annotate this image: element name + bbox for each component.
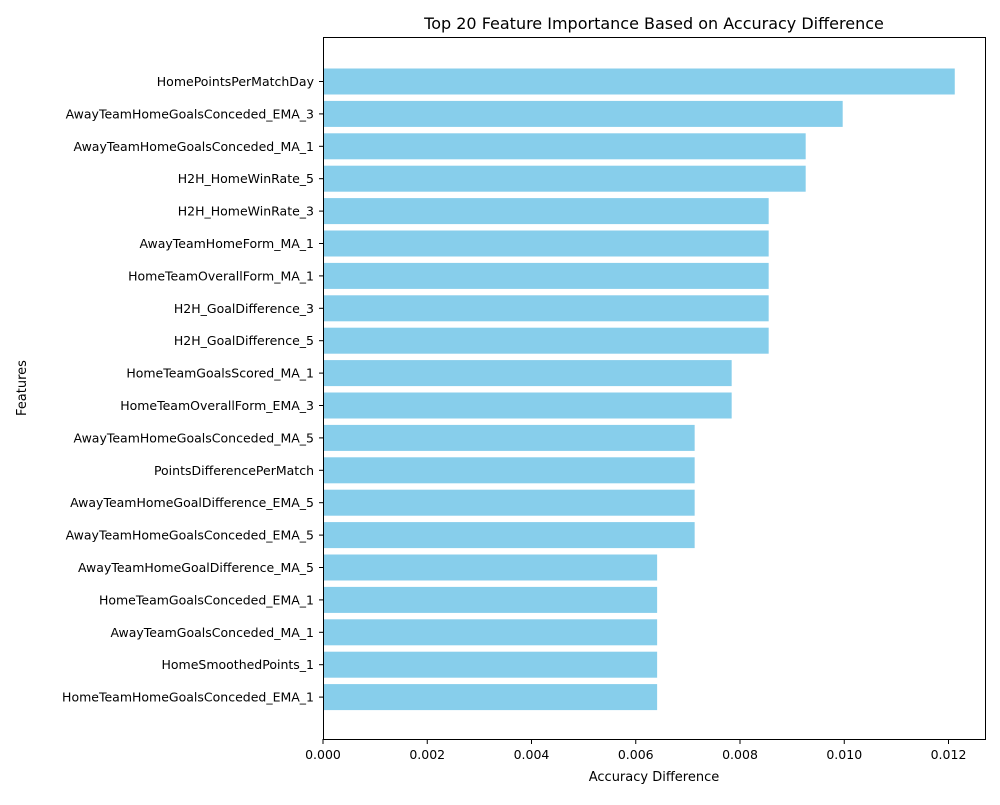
bar bbox=[323, 295, 769, 322]
bar bbox=[323, 198, 769, 225]
bar bbox=[323, 100, 843, 127]
bar bbox=[323, 327, 769, 354]
bar bbox=[323, 262, 769, 289]
bar bbox=[323, 392, 732, 419]
y-axis-label: Features bbox=[15, 360, 30, 416]
y-tick-label: H2H_HomeWinRate_3 bbox=[178, 204, 314, 219]
y-tick-label: HomeTeamHomeGoalsConceded_EMA_1 bbox=[62, 690, 314, 705]
x-tick-label: 0.010 bbox=[826, 747, 862, 762]
y-tick-label: AwayTeamHomeGoalsConceded_MA_1 bbox=[74, 139, 314, 154]
bar bbox=[323, 424, 695, 451]
y-tick-label: AwayTeamHomeGoalsConceded_EMA_3 bbox=[66, 106, 314, 121]
y-tick-label: HomeTeamGoalsScored_MA_1 bbox=[126, 366, 314, 381]
x-tick-label: 0.002 bbox=[409, 747, 445, 762]
y-tick-label: AwayTeamHomeGoalsConceded_MA_5 bbox=[74, 430, 314, 445]
y-tick-label: HomeTeamGoalsConceded_EMA_1 bbox=[99, 592, 314, 607]
y-tick-label: H2H_HomeWinRate_5 bbox=[178, 171, 314, 186]
bar bbox=[323, 360, 732, 387]
x-tick-label: 0.008 bbox=[722, 747, 758, 762]
y-tick-label: HomeSmoothedPoints_1 bbox=[161, 657, 314, 672]
bars-group bbox=[323, 68, 955, 711]
y-tick-label: HomeTeamOverallForm_MA_1 bbox=[128, 268, 314, 283]
y-tick-label: AwayTeamHomeGoalDifference_EMA_5 bbox=[70, 495, 314, 510]
bar bbox=[323, 619, 658, 646]
x-tick-label: 0.012 bbox=[931, 747, 967, 762]
y-tick-label: H2H_GoalDifference_3 bbox=[174, 301, 314, 316]
x-axis-label: Accuracy Difference bbox=[589, 770, 720, 785]
bar bbox=[323, 457, 695, 484]
plot-frame bbox=[323, 37, 986, 740]
x-tick-label: 0.000 bbox=[305, 747, 341, 762]
y-tick-label: AwayTeamHomeForm_MA_1 bbox=[139, 236, 314, 251]
bar bbox=[323, 489, 695, 516]
chart-title: Top 20 Feature Importance Based on Accur… bbox=[423, 14, 884, 33]
y-tick-label: HomeTeamOverallForm_EMA_3 bbox=[120, 398, 314, 413]
y-tick-label: AwayTeamHomeGoalDifference_MA_5 bbox=[78, 560, 314, 575]
y-tick-label: PointsDifferencePerMatch bbox=[154, 463, 314, 478]
bar bbox=[323, 165, 806, 192]
bar bbox=[323, 651, 658, 678]
y-tick-label: AwayTeamHomeGoalsConceded_EMA_5 bbox=[66, 528, 314, 543]
y-tick-label: H2H_GoalDifference_5 bbox=[174, 333, 314, 348]
bar bbox=[323, 133, 806, 160]
y-ticks-group: HomePointsPerMatchDay AwayTeamHomeGoalsCo… bbox=[62, 74, 323, 705]
y-tick-label: HomePointsPerMatchDay bbox=[157, 74, 315, 89]
y-tick-label: AwayTeamGoalsConceded_MA_1 bbox=[110, 625, 314, 640]
x-tick-label: 0.004 bbox=[514, 747, 550, 762]
bar bbox=[323, 68, 955, 95]
bar bbox=[323, 586, 658, 613]
bar bbox=[323, 684, 658, 711]
bar bbox=[323, 522, 695, 549]
x-tick-label: 0.006 bbox=[618, 747, 654, 762]
bar bbox=[323, 554, 658, 581]
bar bbox=[323, 230, 769, 257]
